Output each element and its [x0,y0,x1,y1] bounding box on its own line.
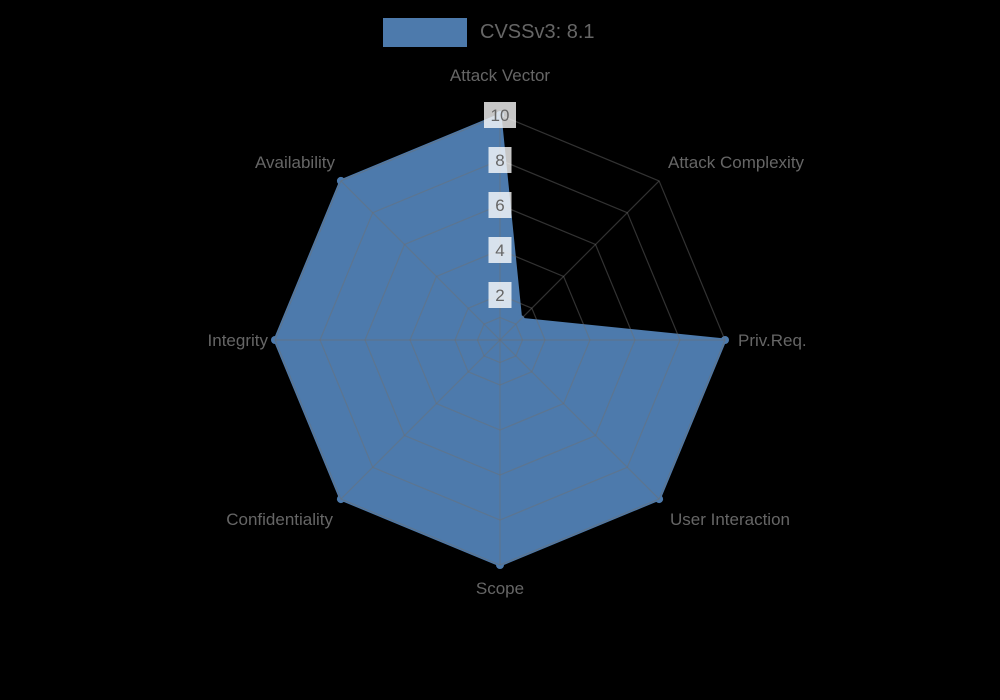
tick-label-6: 6 [495,196,504,215]
axis-spoke-availability [340,180,501,341]
radial-tick-labels: 2 4 6 8 10 [484,102,516,308]
axis-spokes [275,115,725,565]
tick-label-10: 10 [491,106,510,125]
axis-label-integrity: Integrity [208,331,269,350]
data-point-priv-req-[interactable] [721,336,729,344]
grid-ring-4 [409,249,591,431]
tick-label-4: 4 [495,241,504,260]
axis-label-priv-req-: Priv.Req. [738,331,807,350]
grid-ring-1 [476,316,524,364]
legend-item-cvssv3[interactable]: CVSSv3: 8.1 [383,18,595,47]
tick-label-8: 8 [495,151,504,170]
grid-rings [274,114,726,566]
tick-backdrop-4 [488,237,512,263]
legend-label: CVSSv3: 8.1 [480,21,595,43]
axis-label-user-interaction: User Interaction [670,510,790,529]
axis-spoke-attack-complexity [499,180,660,341]
tick-backdrop-2 [488,282,512,308]
axis-label-confidentiality: Confidentiality [226,510,333,529]
axis-labels: Attack Vector Attack Complexity Priv.Req. U… [208,66,807,598]
tick-label-2: 2 [495,286,504,305]
tick-backdrop-6 [488,192,512,218]
data-point-availability[interactable] [336,176,345,185]
data-point-user-interaction[interactable] [655,495,664,504]
axis-label-scope: Scope [476,579,524,598]
data-point-confidentiality[interactable] [336,495,345,504]
data-point-scope[interactable] [496,561,504,569]
grid-ring-2 [454,294,546,386]
grid-ring-10 [274,114,726,566]
axis-spoke-user-interaction [499,339,660,500]
axis-label-attack-complexity: Attack Complexity [668,153,805,172]
axis-label-attack-vector: Attack Vector [450,66,550,85]
data-point-integrity[interactable] [271,336,279,344]
grid-ring-8 [319,159,681,521]
tick-backdrop-8 [488,147,512,173]
axis-spoke-confidentiality [340,339,501,500]
data-point-attack-complexity[interactable] [516,315,525,324]
grid-ring-6 [364,204,636,476]
legend-swatch [383,18,467,47]
axis-label-availability: Availability [255,153,336,172]
tick-backdrop-10 [484,102,516,128]
